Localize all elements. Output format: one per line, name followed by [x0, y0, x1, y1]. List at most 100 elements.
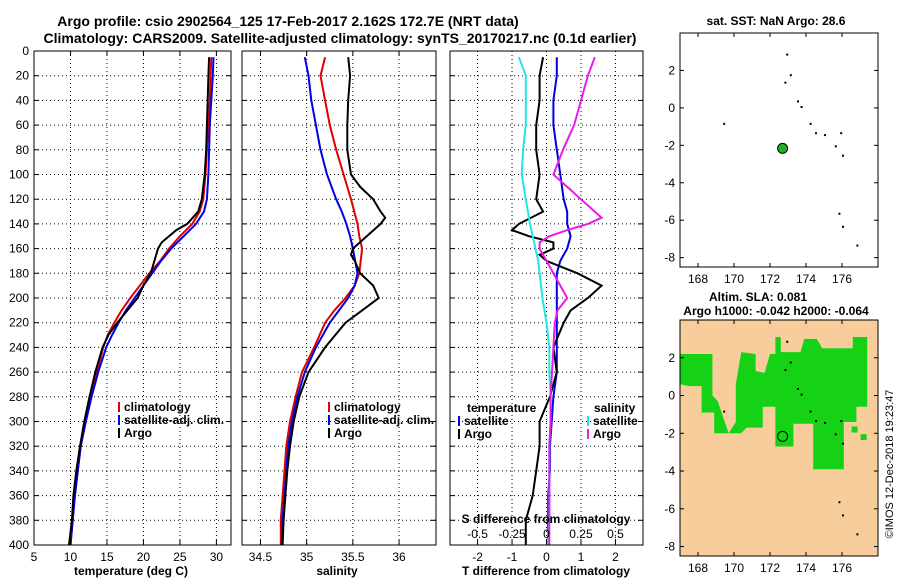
y-tick-label: 60 — [16, 118, 30, 132]
top-tick-label: 0.25 — [569, 527, 593, 541]
y-tick-label: -4 — [664, 464, 675, 478]
y-tick-label: 320 — [9, 439, 29, 453]
island-marker — [800, 393, 803, 396]
island-marker — [838, 501, 841, 504]
island-marker — [786, 53, 789, 56]
island-marker — [834, 433, 837, 436]
y-tick-label: 160 — [9, 242, 29, 256]
island-marker — [809, 410, 812, 413]
series-line-satellite-adj-clim- — [280, 57, 359, 546]
title-line-2: Climatology: CARS2009. Satellite-adjuste… — [44, 30, 637, 46]
y-tick-label: 80 — [16, 143, 30, 157]
copyright-text: ©IMOS 12-Dec-2018 19:23:47 — [884, 390, 896, 539]
y-tick-label: 220 — [9, 316, 29, 330]
top-tick-label: -0.5 — [467, 527, 488, 541]
island-marker — [842, 154, 844, 157]
x-tick-label: 36 — [392, 550, 406, 564]
argo-station-marker — [777, 142, 789, 154]
x-tick-label: 25 — [173, 550, 187, 564]
y-tick-label: 300 — [9, 415, 29, 429]
x-tick-label: 1 — [578, 550, 585, 564]
temperature-xlabel: temperature (deg C) — [74, 564, 188, 578]
y-tick-label: 0 — [668, 101, 675, 115]
y-tick-label: -6 — [664, 213, 675, 227]
island-marker — [840, 420, 843, 423]
title-line-1: Argo profile: csio 2902564_125 17-Feb-20… — [57, 13, 518, 29]
legend-label: Argo — [593, 427, 621, 441]
y-tick-label: -8 — [664, 251, 675, 265]
island-marker — [784, 81, 787, 84]
island-marker — [815, 132, 817, 135]
x-tick-label: 35.5 — [341, 550, 365, 564]
island-marker — [840, 132, 843, 135]
island-marker — [809, 122, 812, 125]
y-tick-label: 200 — [9, 291, 29, 305]
x-tick-label: 174 — [796, 272, 816, 286]
x-tick-label: 170 — [724, 561, 744, 575]
y-tick-label: 340 — [9, 464, 29, 478]
legend-title-temperature: temperature — [467, 401, 537, 415]
sst-map-panel: 168 170 172 174 176 -8 -6 -4 -2 0 2 — [664, 32, 879, 286]
legend-label: satellite-adj. clim. — [124, 413, 224, 427]
sla-patch — [851, 426, 858, 433]
island-marker — [834, 145, 837, 148]
y-tick-label: 2 — [668, 351, 675, 365]
x-tick-label: 172 — [760, 561, 780, 575]
y-tick-label: 100 — [9, 168, 29, 182]
island-marker — [856, 244, 859, 247]
y-tick-label: 380 — [9, 513, 29, 527]
island-marker — [842, 225, 844, 228]
island-marker — [856, 533, 859, 536]
legend-label: climatology — [334, 400, 401, 414]
island-marker — [800, 106, 803, 109]
map-frame — [679, 319, 879, 557]
map-frame — [679, 32, 879, 268]
legend-label: satellite-adj. clim. — [334, 413, 434, 427]
difference-top-label: S difference from climatology — [462, 512, 631, 526]
x-tick-label: 176 — [832, 272, 852, 286]
island-marker — [797, 100, 799, 103]
island-marker — [797, 387, 799, 390]
y-tick-label: 360 — [9, 489, 29, 503]
sla-region — [680, 337, 868, 470]
y-tick-label: -2 — [664, 138, 675, 152]
top-tick-label: 0.5 — [607, 527, 624, 541]
island-marker — [842, 442, 844, 445]
argo-station-marker — [777, 430, 789, 442]
x-tick-label: 10 — [64, 550, 78, 564]
y-tick-label: 240 — [9, 340, 29, 354]
x-tick-label: 172 — [760, 272, 780, 286]
x-tick-label: 0 — [543, 550, 550, 564]
y-tick-label: -8 — [664, 540, 675, 554]
sla-map-title-2: Argo h1000: -0.042 h2000: -0.064 — [683, 304, 869, 318]
y-tick-label: 140 — [9, 217, 29, 231]
x-tick-label: -2 — [472, 550, 483, 564]
x-tick-label: 35 — [300, 550, 314, 564]
sla-patch — [860, 434, 867, 441]
island-marker — [789, 74, 792, 77]
y-tick-label: 120 — [9, 192, 29, 206]
island-marker — [842, 514, 844, 517]
salinity-xlabel: salinity — [316, 564, 358, 578]
x-tick-label: 174 — [796, 561, 816, 575]
x-tick-label: 15 — [100, 550, 114, 564]
island-marker — [723, 122, 726, 125]
x-tick-label: 20 — [137, 550, 151, 564]
y-tick-label: -4 — [664, 176, 675, 190]
y-tick-label: 260 — [9, 365, 29, 379]
island-marker — [815, 420, 817, 423]
island-marker — [786, 340, 789, 343]
x-tick-label: 170 — [724, 272, 744, 286]
legend-label: climatology — [124, 400, 191, 414]
island-marker — [723, 410, 726, 413]
y-tick-label: 0 — [22, 44, 29, 58]
series-line-s-satellite — [517, 56, 552, 546]
series-line-climatology — [69, 57, 213, 546]
y-tick-label: -6 — [664, 502, 675, 516]
legend-label: satellite — [593, 414, 638, 428]
x-tick-label: 176 — [832, 561, 852, 575]
x-tick-label: 168 — [688, 272, 708, 286]
island-marker — [824, 421, 826, 424]
x-tick-label: 5 — [31, 550, 38, 564]
